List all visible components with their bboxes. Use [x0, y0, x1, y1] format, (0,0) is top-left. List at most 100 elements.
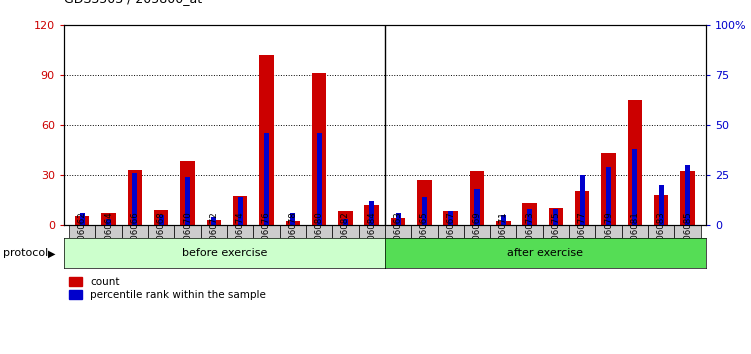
Bar: [338, 211, 353, 225]
FancyBboxPatch shape: [517, 225, 543, 251]
Bar: [233, 196, 247, 225]
FancyBboxPatch shape: [227, 225, 253, 251]
Text: GSM306068: GSM306068: [157, 211, 166, 264]
Bar: [470, 171, 484, 225]
Bar: [448, 211, 453, 225]
Text: GSM306077: GSM306077: [578, 211, 587, 264]
Bar: [606, 167, 611, 225]
Bar: [659, 185, 664, 225]
FancyBboxPatch shape: [596, 225, 622, 251]
FancyBboxPatch shape: [122, 225, 148, 251]
Text: GSM306083: GSM306083: [656, 211, 665, 264]
Bar: [549, 208, 563, 225]
FancyBboxPatch shape: [279, 225, 306, 251]
FancyBboxPatch shape: [95, 225, 122, 251]
FancyBboxPatch shape: [69, 225, 95, 251]
FancyBboxPatch shape: [438, 225, 464, 251]
Text: GSM306082: GSM306082: [341, 211, 350, 264]
Bar: [422, 197, 427, 225]
Bar: [501, 215, 506, 225]
FancyBboxPatch shape: [412, 225, 438, 251]
Text: protocol: protocol: [3, 249, 48, 258]
Bar: [207, 220, 221, 225]
FancyBboxPatch shape: [569, 225, 596, 251]
Bar: [101, 213, 116, 225]
Bar: [632, 149, 638, 225]
Bar: [317, 133, 321, 225]
Bar: [553, 209, 559, 225]
Bar: [154, 210, 168, 225]
Text: GSM306079: GSM306079: [604, 211, 613, 264]
Text: GSM306065: GSM306065: [420, 211, 429, 264]
Bar: [180, 161, 195, 225]
Legend: count, percentile rank within the sample: count, percentile rank within the sample: [69, 277, 266, 300]
Bar: [396, 213, 400, 225]
Text: GSM306084: GSM306084: [367, 211, 376, 264]
Bar: [364, 205, 379, 225]
Text: GSM306064: GSM306064: [104, 211, 113, 264]
Bar: [391, 218, 406, 225]
Text: GSM306071: GSM306071: [499, 211, 508, 264]
Bar: [443, 211, 458, 225]
Text: GSM306069: GSM306069: [472, 211, 481, 264]
Bar: [132, 173, 137, 225]
Text: after exercise: after exercise: [508, 249, 584, 258]
FancyBboxPatch shape: [306, 225, 332, 251]
Bar: [290, 213, 295, 225]
Bar: [575, 192, 590, 225]
Text: GSM306067: GSM306067: [446, 211, 455, 264]
Bar: [628, 100, 642, 225]
Text: GSM306062: GSM306062: [78, 211, 87, 264]
Bar: [158, 215, 164, 225]
Bar: [523, 203, 537, 225]
Text: GSM306075: GSM306075: [551, 211, 560, 264]
FancyBboxPatch shape: [253, 225, 279, 251]
Text: ▶: ▶: [48, 249, 56, 258]
FancyBboxPatch shape: [622, 225, 648, 251]
Bar: [312, 73, 327, 225]
FancyBboxPatch shape: [464, 225, 490, 251]
Bar: [417, 180, 432, 225]
Text: GSM306080: GSM306080: [315, 211, 324, 264]
FancyBboxPatch shape: [148, 225, 174, 251]
Bar: [580, 175, 585, 225]
Bar: [128, 170, 142, 225]
FancyBboxPatch shape: [358, 225, 385, 251]
Text: before exercise: before exercise: [182, 249, 267, 258]
FancyBboxPatch shape: [648, 225, 674, 251]
Bar: [343, 219, 348, 225]
Text: GSM306085: GSM306085: [683, 211, 692, 264]
Bar: [685, 165, 690, 225]
Bar: [680, 171, 695, 225]
Text: GSM306076: GSM306076: [262, 211, 271, 264]
Text: GSM306063: GSM306063: [394, 211, 403, 264]
Text: GSM306070: GSM306070: [183, 211, 192, 264]
FancyBboxPatch shape: [332, 225, 358, 251]
Text: GSM306073: GSM306073: [525, 211, 534, 264]
Text: GSM306072: GSM306072: [210, 211, 219, 264]
FancyBboxPatch shape: [385, 225, 412, 251]
Bar: [75, 216, 89, 225]
Text: GSM306066: GSM306066: [131, 211, 140, 264]
Text: GSM306074: GSM306074: [236, 211, 245, 264]
Bar: [369, 201, 374, 225]
FancyBboxPatch shape: [174, 225, 201, 251]
Bar: [259, 55, 273, 225]
FancyBboxPatch shape: [490, 225, 517, 251]
Bar: [527, 209, 532, 225]
Bar: [285, 222, 300, 225]
Bar: [264, 133, 269, 225]
Bar: [475, 189, 480, 225]
Text: GDS3503 / 205800_at: GDS3503 / 205800_at: [64, 0, 202, 5]
Bar: [211, 217, 216, 225]
Text: GSM306078: GSM306078: [288, 211, 297, 264]
Bar: [80, 213, 85, 225]
Bar: [237, 197, 243, 225]
Bar: [602, 153, 616, 225]
FancyBboxPatch shape: [201, 225, 227, 251]
Bar: [654, 195, 668, 225]
FancyBboxPatch shape: [674, 225, 701, 251]
FancyBboxPatch shape: [543, 225, 569, 251]
Bar: [106, 219, 111, 225]
Bar: [185, 177, 190, 225]
